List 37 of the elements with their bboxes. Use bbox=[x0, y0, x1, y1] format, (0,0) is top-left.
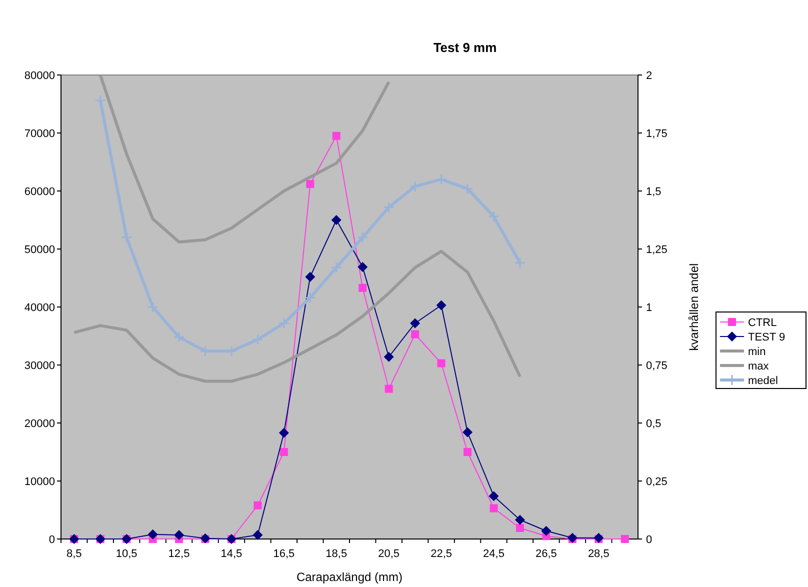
y2-tick-label: 0 bbox=[646, 534, 652, 546]
x-tick-label: 24,5 bbox=[483, 548, 504, 560]
legend-label: TEST 9 bbox=[748, 332, 786, 344]
y-tick-label: 20000 bbox=[24, 418, 55, 430]
x-tick-label: 16,5 bbox=[273, 548, 295, 560]
y-tick-label: 60000 bbox=[24, 186, 55, 198]
x-tick-label: 8,5 bbox=[66, 548, 82, 560]
y-tick-label: 80000 bbox=[24, 70, 55, 82]
y-tick-label: 10000 bbox=[24, 476, 55, 488]
y-tick-label: 50000 bbox=[24, 244, 55, 256]
x-tick-label: 10,5 bbox=[116, 548, 138, 560]
y2-tick-label: 1,25 bbox=[646, 244, 668, 256]
y2-tick-label: 1,75 bbox=[646, 128, 668, 140]
legend-label: min bbox=[748, 346, 766, 358]
x-tick-label: 18,5 bbox=[326, 548, 348, 560]
y2-tick-label: 0,5 bbox=[646, 418, 662, 430]
y-tick-label: 30000 bbox=[24, 360, 55, 372]
chart-title: Test 9 mm bbox=[433, 40, 497, 55]
x-tick-label: 20,5 bbox=[378, 548, 400, 560]
x-axis-title: Carapaxlängd (mm) bbox=[296, 570, 403, 584]
legend-label: medel bbox=[748, 375, 778, 387]
x-tick-label: 22,5 bbox=[430, 548, 452, 560]
x-tick-label: 28,5 bbox=[588, 548, 610, 560]
y2-tick-label: 1 bbox=[646, 302, 652, 314]
y2-tick-label: 0,75 bbox=[646, 360, 668, 372]
x-tick-label: 14,5 bbox=[220, 548, 242, 560]
x-tick-label: 12,5 bbox=[168, 548, 190, 560]
x-tick-label: 26,5 bbox=[535, 548, 557, 560]
y-tick-label: 70000 bbox=[24, 128, 55, 140]
y2-tick-label: 0,25 bbox=[646, 476, 668, 488]
legend-label: CTRL bbox=[748, 317, 777, 329]
legend-label: max bbox=[748, 360, 770, 372]
y2-tick-label: 1,5 bbox=[646, 186, 662, 198]
y2-axis-title: kvarhållen andel bbox=[687, 263, 701, 351]
y-tick-label: 40000 bbox=[24, 302, 55, 314]
y2-tick-label: 2 bbox=[646, 70, 652, 82]
y-tick-label: 0 bbox=[48, 534, 55, 546]
